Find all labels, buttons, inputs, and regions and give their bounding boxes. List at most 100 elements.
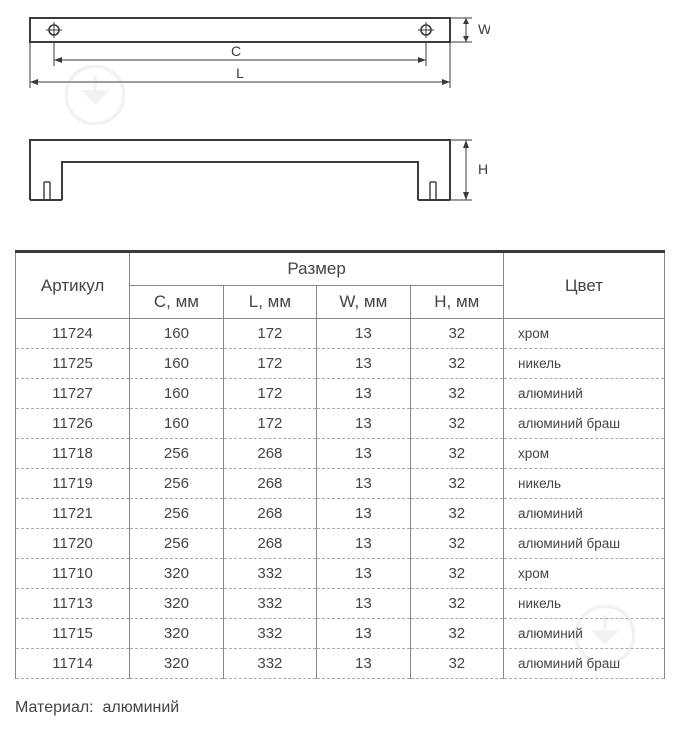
header-article: Артикул [16, 252, 130, 319]
cell-h: 32 [410, 529, 503, 559]
header-c: C, мм [130, 286, 223, 319]
cell-color: хром [504, 559, 665, 589]
cell-color: алюминий браш [504, 409, 665, 439]
cell-c: 160 [130, 379, 223, 409]
cell-article: 11719 [16, 469, 130, 499]
cell-c: 160 [130, 409, 223, 439]
cell-c: 320 [130, 559, 223, 589]
cell-l: 172 [223, 379, 316, 409]
cell-c: 160 [130, 319, 223, 349]
dim-label-w: W [478, 21, 490, 37]
header-h: H, мм [410, 286, 503, 319]
cell-color: никель [504, 469, 665, 499]
cell-color: алюминий [504, 379, 665, 409]
cell-w: 13 [317, 529, 410, 559]
cell-article: 11725 [16, 349, 130, 379]
table-row: 117271601721332алюминий [16, 379, 665, 409]
cell-w: 13 [317, 349, 410, 379]
cell-article: 11715 [16, 619, 130, 649]
cell-article: 11714 [16, 649, 130, 679]
cell-h: 32 [410, 349, 503, 379]
cell-l: 268 [223, 529, 316, 559]
cell-h: 32 [410, 469, 503, 499]
cell-color: никель [504, 349, 665, 379]
cell-w: 13 [317, 379, 410, 409]
cell-h: 32 [410, 619, 503, 649]
cell-h: 32 [410, 559, 503, 589]
cell-h: 32 [410, 589, 503, 619]
material-label: Материал: [15, 699, 94, 716]
cell-color: хром [504, 319, 665, 349]
cell-c: 256 [130, 469, 223, 499]
cell-article: 11713 [16, 589, 130, 619]
cell-l: 332 [223, 589, 316, 619]
cell-h: 32 [410, 649, 503, 679]
cell-w: 13 [317, 559, 410, 589]
cell-h: 32 [410, 319, 503, 349]
table-row: 117202562681332алюминий браш [16, 529, 665, 559]
technical-diagram: W C L H [0, 0, 680, 250]
cell-c: 320 [130, 619, 223, 649]
cell-c: 320 [130, 589, 223, 619]
cell-l: 268 [223, 439, 316, 469]
cell-c: 320 [130, 649, 223, 679]
table-row: 117182562681332хром [16, 439, 665, 469]
cell-article: 11724 [16, 319, 130, 349]
table-row: 117241601721332хром [16, 319, 665, 349]
table-row: 117133203321332никель [16, 589, 665, 619]
material-line: Материал: алюминий [0, 679, 680, 717]
cell-w: 13 [317, 319, 410, 349]
cell-color: алюминий браш [504, 649, 665, 679]
cell-c: 256 [130, 499, 223, 529]
cell-color: алюминий браш [504, 529, 665, 559]
cell-h: 32 [410, 409, 503, 439]
table-row: 117143203321332алюминий браш [16, 649, 665, 679]
cell-article: 11718 [16, 439, 130, 469]
spec-table: Артикул Размер Цвет C, мм L, мм W, мм H,… [15, 250, 665, 679]
cell-h: 32 [410, 499, 503, 529]
cell-l: 172 [223, 319, 316, 349]
header-l: L, мм [223, 286, 316, 319]
cell-w: 13 [317, 499, 410, 529]
table-row: 117251601721332никель [16, 349, 665, 379]
cell-l: 332 [223, 649, 316, 679]
cell-w: 13 [317, 619, 410, 649]
cell-article: 11727 [16, 379, 130, 409]
cell-l: 172 [223, 409, 316, 439]
cell-color: алюминий [504, 499, 665, 529]
header-color: Цвет [504, 252, 665, 319]
material-value: алюминий [103, 699, 180, 716]
cell-color: хром [504, 439, 665, 469]
dim-label-h: H [478, 161, 488, 177]
cell-h: 32 [410, 379, 503, 409]
cell-color: никель [504, 589, 665, 619]
cell-article: 11710 [16, 559, 130, 589]
cell-article: 11721 [16, 499, 130, 529]
cell-c: 256 [130, 529, 223, 559]
cell-h: 32 [410, 439, 503, 469]
table-row: 117212562681332алюминий [16, 499, 665, 529]
table-row: 117261601721332алюминий браш [16, 409, 665, 439]
cell-l: 332 [223, 619, 316, 649]
cell-w: 13 [317, 409, 410, 439]
dim-label-c: C [231, 43, 241, 59]
cell-c: 256 [130, 439, 223, 469]
cell-article: 11720 [16, 529, 130, 559]
table-row: 117192562681332никель [16, 469, 665, 499]
cell-article: 11726 [16, 409, 130, 439]
table-row: 117103203321332хром [16, 559, 665, 589]
cell-l: 268 [223, 499, 316, 529]
header-size: Размер [130, 252, 504, 286]
cell-w: 13 [317, 469, 410, 499]
cell-l: 332 [223, 559, 316, 589]
cell-w: 13 [317, 649, 410, 679]
cell-c: 160 [130, 349, 223, 379]
cell-color: алюминий [504, 619, 665, 649]
table-row: 117153203321332алюминий [16, 619, 665, 649]
cell-w: 13 [317, 589, 410, 619]
cell-l: 172 [223, 349, 316, 379]
cell-l: 268 [223, 469, 316, 499]
cell-w: 13 [317, 439, 410, 469]
dim-label-l: L [236, 65, 244, 81]
header-w: W, мм [317, 286, 410, 319]
